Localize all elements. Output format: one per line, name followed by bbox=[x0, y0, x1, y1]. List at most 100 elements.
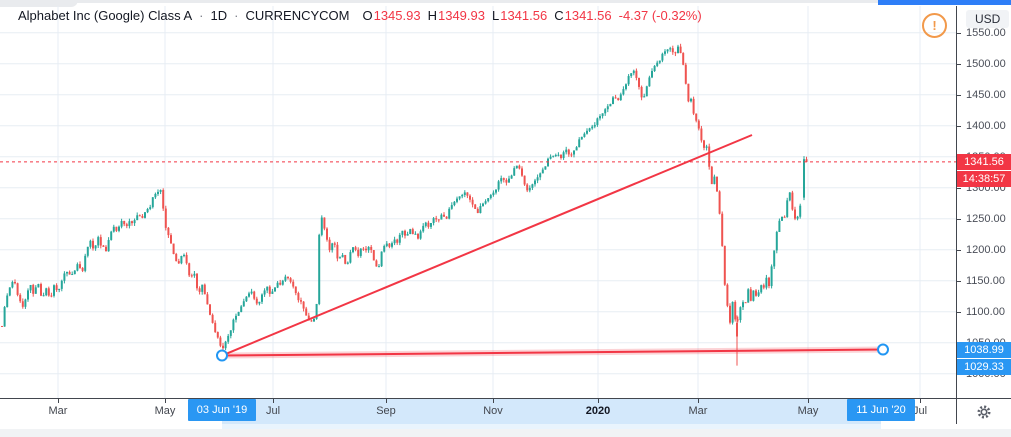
x-axis-tick-mark bbox=[165, 399, 166, 403]
close-value: 1341.56 bbox=[564, 8, 612, 23]
x-axis-tick-label: Nov bbox=[483, 405, 503, 417]
x-axis-tick-mark bbox=[808, 399, 809, 403]
candle-body bbox=[697, 120, 700, 129]
candle-body bbox=[482, 203, 484, 207]
x-axis-tick-mark bbox=[920, 399, 921, 403]
legend-bar: Alphabet Inc (Google) Class A · 1D · CUR… bbox=[18, 8, 702, 23]
time-axis[interactable]: Mar May Jul Sep Nov 2020 Mar May Jul bbox=[0, 399, 1011, 424]
candle-body bbox=[430, 222, 432, 227]
currency-badge[interactable]: USD bbox=[966, 10, 1010, 28]
candle-body bbox=[123, 220, 126, 225]
candle-body bbox=[1, 325, 3, 327]
candle-body bbox=[617, 98, 620, 101]
close-key: C bbox=[554, 8, 564, 23]
candle-body bbox=[427, 222, 430, 227]
candle-body bbox=[224, 341, 227, 349]
change-value: -4.37 (-0.32%) bbox=[618, 8, 702, 23]
candle-body bbox=[315, 303, 318, 319]
interval-label[interactable]: 1D bbox=[210, 8, 228, 23]
candle-body bbox=[469, 195, 471, 200]
candle-body bbox=[463, 192, 466, 196]
candle-body bbox=[94, 245, 97, 249]
candle-body bbox=[552, 155, 555, 157]
candle-body bbox=[66, 271, 68, 274]
candle-body bbox=[34, 287, 37, 294]
candle-body bbox=[651, 71, 653, 78]
candle-body bbox=[313, 318, 315, 322]
candle-body bbox=[3, 307, 6, 327]
candle-body bbox=[76, 264, 79, 271]
drawing-handle[interactable] bbox=[877, 343, 889, 356]
candle-body bbox=[58, 288, 61, 291]
candle-body bbox=[107, 239, 110, 252]
candle-body bbox=[544, 166, 547, 170]
candle-body bbox=[211, 314, 214, 323]
candle-body bbox=[456, 198, 458, 202]
candle-body bbox=[242, 301, 245, 307]
candle-body bbox=[497, 181, 500, 190]
candle-body bbox=[289, 278, 292, 282]
warning-icon[interactable]: ! bbox=[922, 13, 947, 38]
candle-body bbox=[344, 254, 347, 264]
candle-body bbox=[170, 235, 172, 244]
candle-body bbox=[274, 287, 276, 292]
candle-body bbox=[677, 46, 679, 54]
x-axis-tick-label: Mar bbox=[48, 405, 68, 417]
candle-body bbox=[320, 217, 323, 235]
candle-body bbox=[770, 266, 773, 287]
candle-body bbox=[365, 248, 367, 251]
horizontal-trendline[interactable] bbox=[221, 348, 884, 357]
candle-body bbox=[664, 51, 666, 54]
drawing-handle[interactable] bbox=[216, 349, 228, 362]
candle-body bbox=[380, 251, 383, 267]
y-axis-tick-mark bbox=[956, 280, 961, 282]
candle-body bbox=[362, 248, 365, 250]
candle-body bbox=[216, 332, 219, 338]
y-axis-tick-label: 1400.00 bbox=[966, 119, 1006, 132]
candle-body bbox=[803, 159, 805, 198]
candle-body bbox=[162, 190, 165, 209]
candle-body bbox=[609, 103, 612, 107]
x-axis-tick-label: Mar bbox=[688, 405, 708, 417]
candle-body bbox=[466, 192, 469, 196]
x-axis-tick-label: Sep bbox=[376, 405, 396, 417]
candle-body bbox=[448, 208, 451, 219]
candle-body bbox=[27, 290, 29, 300]
candle-body bbox=[154, 193, 157, 198]
candle-body bbox=[510, 175, 513, 179]
candle-body bbox=[209, 304, 211, 315]
high-key: H bbox=[427, 8, 437, 23]
y-axis-tick-mark bbox=[956, 187, 961, 189]
ascending-trendline[interactable] bbox=[221, 134, 753, 357]
candle-body bbox=[755, 290, 757, 296]
candle-body bbox=[557, 154, 560, 156]
candle-body bbox=[458, 196, 461, 199]
candle-body bbox=[341, 254, 344, 258]
candle-body bbox=[404, 230, 406, 236]
candle-body bbox=[367, 246, 370, 251]
candle-body bbox=[721, 213, 724, 246]
candle-body bbox=[739, 307, 742, 321]
candle-body bbox=[141, 216, 144, 218]
candle-body bbox=[570, 154, 573, 156]
candle-body bbox=[125, 224, 128, 227]
candle-body bbox=[40, 284, 42, 296]
candle-body bbox=[50, 295, 53, 297]
candle-body bbox=[287, 276, 289, 279]
candle-body bbox=[196, 273, 198, 289]
price-axis[interactable]: USD 1550.001500.001450.001400.001350.001… bbox=[956, 6, 1011, 398]
candle-body bbox=[222, 345, 224, 349]
candle-body bbox=[528, 187, 531, 191]
candle-body bbox=[604, 109, 607, 114]
time-axis-settings-button[interactable] bbox=[972, 402, 996, 422]
candle-body bbox=[471, 199, 474, 205]
candle-body bbox=[120, 220, 123, 227]
candle-body bbox=[778, 220, 781, 232]
time-axis-border bbox=[0, 398, 1011, 399]
candle-body bbox=[435, 218, 438, 220]
candle-body bbox=[729, 305, 731, 323]
candle-body bbox=[710, 166, 713, 185]
symbol-title[interactable]: Alphabet Inc (Google) Class A bbox=[18, 8, 193, 23]
x-axis-tick-mark bbox=[386, 399, 387, 403]
